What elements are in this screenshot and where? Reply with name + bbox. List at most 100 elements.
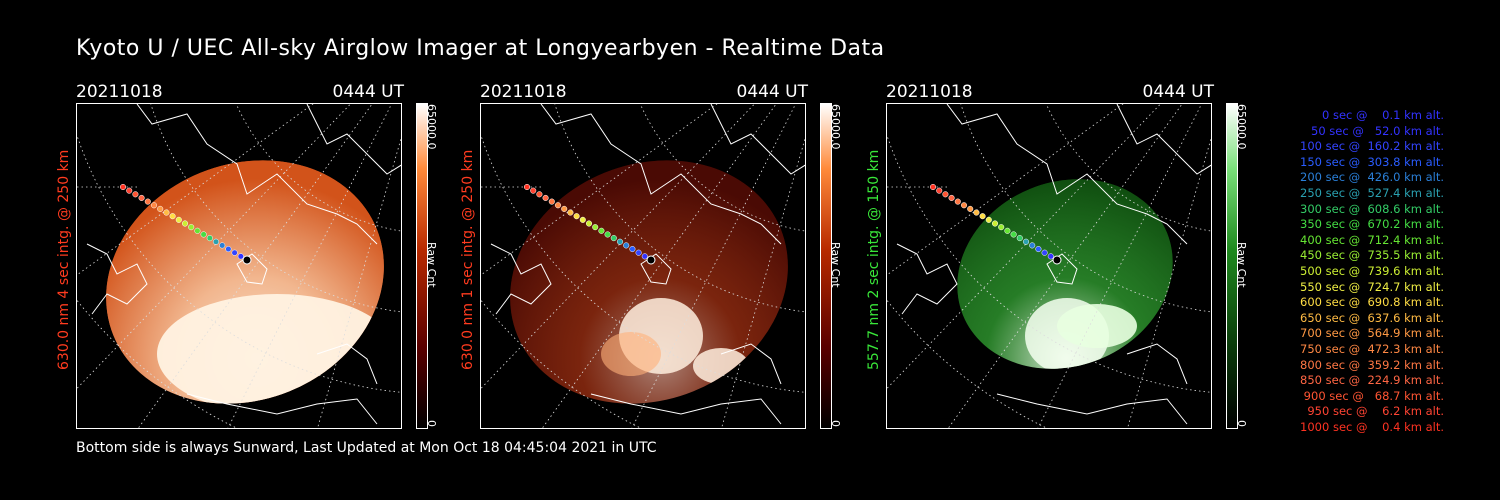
trajectory-point xyxy=(1004,227,1011,234)
trajectory-point xyxy=(150,202,158,209)
legend-row: 1000 sec @ 0.4 km alt. xyxy=(1300,419,1444,434)
trajectory-point xyxy=(567,209,574,216)
trajectory-point xyxy=(929,183,937,191)
colorbar-unit-label: Raw Cnt xyxy=(425,242,438,288)
legend-row: 600 sec @ 690.8 km alt. xyxy=(1296,295,1444,310)
geo-grid xyxy=(887,104,1211,428)
legend-row: 350 sec @ 670.2 km alt. xyxy=(1296,217,1444,232)
legend-row: 900 sec @ 68.7 km alt. xyxy=(1300,388,1444,403)
trajectory-point xyxy=(225,246,232,253)
allsky-image xyxy=(76,103,402,429)
trajectory-point xyxy=(573,213,580,220)
footer-note: Bottom side is always Sunward, Last Upda… xyxy=(76,440,657,456)
image-panel-557-2sec: 20211018 0444 UT 65000.0 Raw Cnt 0 xyxy=(886,82,1248,432)
trajectory-point xyxy=(119,183,127,191)
trajectory-point xyxy=(610,235,617,242)
trajectory-trail xyxy=(929,183,1061,264)
legend-row: 100 sec @ 160.2 km alt. xyxy=(1296,139,1444,154)
trajectory-point xyxy=(1022,238,1030,245)
geo-grid xyxy=(481,104,805,428)
trajectory-point xyxy=(212,238,220,245)
legend-row: 450 sec @ 735.5 km alt. xyxy=(1296,248,1444,263)
legend-row: 550 sec @ 724.7 km alt. xyxy=(1296,279,1444,294)
trajectory-point xyxy=(169,213,176,220)
legend-row: 250 sec @ 527.4 km alt. xyxy=(1296,185,1444,200)
station-marker xyxy=(646,255,656,265)
page-title: Kyoto U / UEC All-sky Airglow Imager at … xyxy=(76,36,885,61)
panel-time: 0444 UT xyxy=(1142,82,1215,102)
trajectory-point xyxy=(616,238,624,245)
trajectory-point xyxy=(219,242,226,249)
legend-row: 300 sec @ 608.6 km alt. xyxy=(1296,201,1444,216)
legend-row: 400 sec @ 712.4 km alt. xyxy=(1296,232,1444,247)
legend-row: 750 sec @ 472.3 km alt. xyxy=(1296,341,1444,356)
trajectory-point xyxy=(181,220,189,227)
colorbar-max-label: 65000.0 xyxy=(829,104,842,150)
trajectory-point xyxy=(635,249,642,256)
legend-row: 0 sec @ 0.1 km alt. xyxy=(1311,108,1444,122)
trajectory-point xyxy=(991,220,999,227)
panel-time: 0444 UT xyxy=(736,82,809,102)
aurora-emission xyxy=(601,332,661,376)
legend-row: 950 sec @ 6.2 km alt. xyxy=(1303,404,1444,419)
trajectory-point xyxy=(175,216,182,223)
panel-ylabel: 630.0 nm 4 sec intg. @ 250 km xyxy=(56,149,72,370)
allsky-image xyxy=(886,103,1212,429)
trajectory-point xyxy=(132,191,139,198)
panel-date: 20211018 xyxy=(76,82,163,102)
trajectory-trail xyxy=(523,183,655,264)
aurora-emission xyxy=(1057,304,1137,348)
image-panel-630-1sec: 20211018 0444 UT 65000.0 Raw Cnt 0 xyxy=(480,82,842,432)
trajectory-point xyxy=(604,231,611,238)
trajectory-point xyxy=(623,242,630,249)
panel-ylabel: 557.7 nm 2 sec intg. @ 150 km xyxy=(866,149,882,370)
trajectory-point xyxy=(561,205,568,212)
trajectory-point xyxy=(954,198,961,205)
panel-time: 0444 UT xyxy=(332,82,405,102)
trajectory-point xyxy=(548,198,555,205)
trajectory-point xyxy=(960,202,968,209)
panel-ylabel: 630.0 nm 1 sec intg. @ 250 km xyxy=(460,149,476,370)
trajectory-point xyxy=(536,191,543,198)
trajectory-point xyxy=(973,209,980,216)
station-marker xyxy=(242,255,252,265)
trajectory-point xyxy=(1047,253,1054,260)
coastline xyxy=(490,104,805,425)
legend-row: 850 sec @ 224.9 km alt. xyxy=(1296,373,1444,388)
trajectory-point xyxy=(579,216,586,223)
trajectory-point xyxy=(1010,231,1017,238)
trajectory-point xyxy=(1016,235,1023,242)
trajectory-point xyxy=(1035,246,1042,253)
colorbar-min-label: 0 xyxy=(1235,420,1248,427)
coastline xyxy=(896,104,1211,425)
trajectory-point xyxy=(530,187,537,194)
trajectory-point xyxy=(598,227,605,234)
colorbar xyxy=(416,103,428,429)
colorbar-max-label: 65000.0 xyxy=(1235,104,1248,150)
trajectory-point xyxy=(942,191,949,198)
trajectory-point xyxy=(237,253,244,260)
trajectory-point xyxy=(138,194,145,201)
trajectory-point xyxy=(585,220,593,227)
colorbar xyxy=(1226,103,1238,429)
trajectory-point xyxy=(144,198,151,205)
trajectory-point xyxy=(554,202,562,209)
trajectory-point xyxy=(592,224,599,231)
colorbar-max-label: 65000.0 xyxy=(425,104,438,150)
trajectory-point xyxy=(985,216,992,223)
allsky-image xyxy=(480,103,806,429)
image-panel-630-4sec: 20211018 0444 UT 65000.0 Raw Cnt 0 xyxy=(76,82,438,432)
trajectory-point xyxy=(948,194,955,201)
trajectory-point xyxy=(1041,249,1048,256)
trajectory-point xyxy=(998,224,1005,231)
trajectory-point xyxy=(936,187,943,194)
colorbar-min-label: 0 xyxy=(829,420,842,427)
legend-row: 50 sec @ 52.0 km alt. xyxy=(1303,123,1444,138)
panel-date: 20211018 xyxy=(480,82,567,102)
trajectory-point xyxy=(157,205,164,212)
station-marker xyxy=(1052,255,1062,265)
trajectory-point xyxy=(967,205,974,212)
colorbar-unit-label: Raw Cnt xyxy=(829,242,842,288)
trajectory-point xyxy=(641,253,648,260)
legend-row: 150 sec @ 303.8 km alt. xyxy=(1296,154,1444,169)
